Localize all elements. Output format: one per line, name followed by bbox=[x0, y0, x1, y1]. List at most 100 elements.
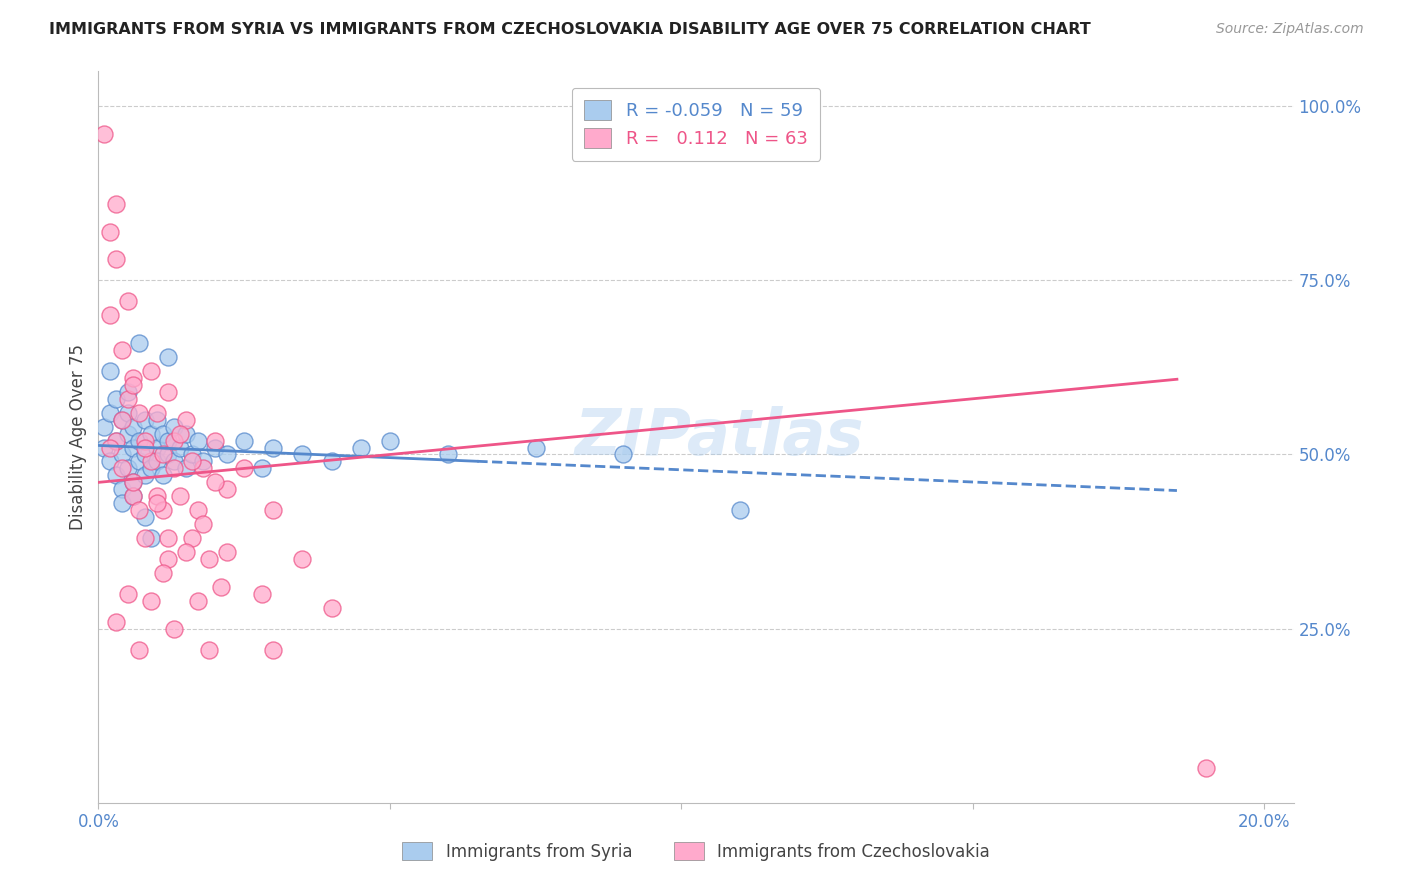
Point bbox=[186, 434, 208, 448]
Text: ZIPatlas: ZIPatlas bbox=[575, 406, 865, 468]
Point bbox=[145, 441, 167, 455]
Point bbox=[117, 384, 139, 399]
Point bbox=[163, 622, 186, 636]
Point bbox=[169, 489, 191, 503]
Point bbox=[437, 448, 460, 462]
Point bbox=[128, 406, 150, 420]
Point bbox=[163, 461, 186, 475]
Point bbox=[215, 545, 238, 559]
Point bbox=[174, 426, 197, 441]
Point bbox=[378, 434, 401, 448]
Point bbox=[139, 531, 162, 545]
Point bbox=[117, 587, 139, 601]
Point bbox=[104, 468, 127, 483]
Point bbox=[350, 441, 373, 455]
Point bbox=[122, 489, 145, 503]
Point bbox=[104, 392, 127, 406]
Point bbox=[93, 441, 115, 455]
Point bbox=[169, 441, 191, 455]
Point bbox=[193, 461, 215, 475]
Point bbox=[174, 545, 197, 559]
Point bbox=[98, 454, 121, 468]
Point bbox=[122, 371, 145, 385]
Point bbox=[98, 406, 121, 420]
Point bbox=[152, 448, 174, 462]
Point bbox=[111, 412, 134, 426]
Point bbox=[98, 441, 121, 455]
Text: IMMIGRANTS FROM SYRIA VS IMMIGRANTS FROM CZECHOSLOVAKIA DISABILITY AGE OVER 75 C: IMMIGRANTS FROM SYRIA VS IMMIGRANTS FROM… bbox=[49, 22, 1091, 37]
Point bbox=[198, 642, 221, 657]
Point bbox=[157, 350, 180, 364]
Point bbox=[111, 496, 134, 510]
Point bbox=[134, 468, 156, 483]
Point bbox=[98, 308, 121, 322]
Y-axis label: Disability Age Over 75: Disability Age Over 75 bbox=[69, 344, 87, 530]
Point bbox=[145, 412, 167, 426]
Point bbox=[122, 441, 145, 455]
Point bbox=[612, 448, 634, 462]
Point bbox=[128, 434, 150, 448]
Point bbox=[163, 419, 186, 434]
Point bbox=[321, 454, 343, 468]
Point bbox=[321, 600, 343, 615]
Point bbox=[104, 434, 127, 448]
Point bbox=[262, 503, 284, 517]
Point bbox=[145, 406, 167, 420]
Point bbox=[157, 531, 180, 545]
Point bbox=[152, 468, 174, 483]
Point bbox=[122, 419, 145, 434]
Point bbox=[134, 531, 156, 545]
Point bbox=[186, 503, 208, 517]
Point bbox=[128, 503, 150, 517]
Point bbox=[291, 552, 314, 566]
Point bbox=[215, 448, 238, 462]
Point bbox=[204, 434, 226, 448]
Point bbox=[122, 377, 145, 392]
Point bbox=[157, 448, 180, 462]
Point bbox=[157, 434, 180, 448]
Point bbox=[134, 448, 156, 462]
Point bbox=[250, 461, 273, 475]
Point bbox=[204, 475, 226, 490]
Point bbox=[233, 434, 256, 448]
Point bbox=[122, 489, 145, 503]
Point bbox=[134, 412, 156, 426]
Point bbox=[215, 483, 238, 497]
Point bbox=[117, 392, 139, 406]
Point bbox=[117, 406, 139, 420]
Text: Source: ZipAtlas.com: Source: ZipAtlas.com bbox=[1216, 22, 1364, 37]
Point bbox=[169, 426, 191, 441]
Point bbox=[209, 580, 232, 594]
Point bbox=[139, 454, 162, 468]
Point bbox=[193, 517, 215, 532]
Point bbox=[134, 441, 156, 455]
Point bbox=[139, 594, 162, 608]
Point bbox=[134, 434, 156, 448]
Point bbox=[111, 461, 134, 475]
Point bbox=[104, 252, 127, 267]
Point bbox=[291, 448, 314, 462]
Point bbox=[152, 426, 174, 441]
Point bbox=[1195, 761, 1218, 775]
Point bbox=[122, 475, 145, 490]
Point bbox=[204, 441, 226, 455]
Point bbox=[180, 454, 202, 468]
Point bbox=[262, 441, 284, 455]
Point bbox=[111, 483, 134, 497]
Point bbox=[186, 594, 208, 608]
Point bbox=[163, 454, 186, 468]
Point bbox=[134, 510, 156, 524]
Point bbox=[262, 642, 284, 657]
Point bbox=[145, 489, 167, 503]
Point bbox=[104, 615, 127, 629]
Point bbox=[111, 343, 134, 357]
Point bbox=[145, 496, 167, 510]
Point bbox=[174, 461, 197, 475]
Point bbox=[93, 419, 115, 434]
Point bbox=[104, 434, 127, 448]
Point bbox=[524, 441, 547, 455]
Point bbox=[145, 454, 167, 468]
Point bbox=[728, 503, 751, 517]
Point bbox=[198, 552, 221, 566]
Point bbox=[157, 384, 180, 399]
